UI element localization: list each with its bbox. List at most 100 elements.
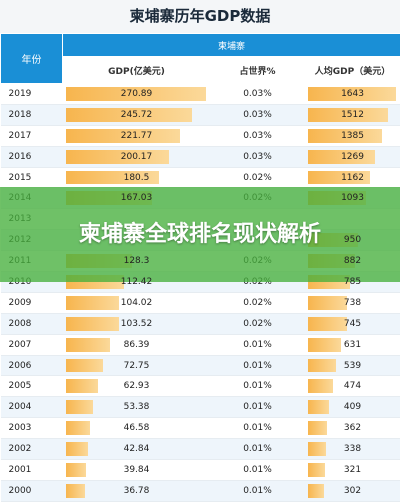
per-capita-cell: 1385 [305, 125, 400, 146]
page-title: 柬埔寨历年GDP数据 [0, 0, 400, 33]
per-capita-cell: 1162 [305, 167, 400, 188]
gdp-cell: 180.5 [63, 167, 211, 188]
gdp-value: 104.02 [63, 298, 211, 308]
gdp-cell: 245.72 [63, 104, 211, 125]
gdp-value: 62.93 [63, 381, 211, 391]
per-capita-cell: 745 [305, 313, 400, 334]
year-cell: 2005 [1, 376, 63, 397]
share-cell: 0.01% [211, 397, 305, 418]
per-capita-value: 474 [305, 381, 400, 391]
per-capita-value: 539 [305, 361, 400, 371]
per-capita-value: 1162 [305, 173, 400, 183]
gdp-cell: 36.78 [63, 480, 211, 501]
year-column-header: 年份 [1, 34, 63, 84]
year-cell: 2000 [1, 480, 63, 501]
gdp-value: 200.17 [63, 152, 211, 162]
year-cell: 2004 [1, 397, 63, 418]
gdp-cell: 221.77 [63, 125, 211, 146]
year-cell: 2009 [1, 292, 63, 313]
gdp-value: 180.5 [63, 173, 211, 183]
gdp-value: 53.38 [63, 402, 211, 412]
gdp-value: 86.39 [63, 340, 211, 350]
gdp-column-header: GDP(亿美元) [63, 57, 211, 84]
share-cell: 0.01% [211, 480, 305, 501]
gdp-cell: 53.38 [63, 397, 211, 418]
year-cell: 2003 [1, 418, 63, 439]
year-cell: 2017 [1, 125, 63, 146]
year-cell: 2002 [1, 439, 63, 460]
per-capita-value: 631 [305, 340, 400, 350]
per-capita-value: 302 [305, 486, 400, 496]
share-cell: 0.01% [211, 334, 305, 355]
per-capita-cell: 338 [305, 439, 400, 460]
per-capita-value: 1269 [305, 152, 400, 162]
per-capita-value: 950 [305, 235, 400, 245]
gdp-value: 112.42 [63, 277, 211, 287]
per-capita-cell: 1643 [305, 84, 400, 105]
per-capita-value: 362 [305, 423, 400, 433]
gdp-cell: 46.58 [63, 418, 211, 439]
year-cell: 2006 [1, 355, 63, 376]
per-capita-column-header: 人均GDP（美元） [305, 57, 400, 84]
share-cell: 0.02% [211, 313, 305, 334]
share-cell: 0.01% [211, 418, 305, 439]
per-capita-cell: 362 [305, 418, 400, 439]
per-capita-value: 1385 [305, 131, 400, 141]
year-cell: 2015 [1, 167, 63, 188]
per-capita-value: 745 [305, 319, 400, 329]
gdp-value: 167.03 [63, 193, 211, 203]
share-cell: 0.03% [211, 84, 305, 105]
gdp-value: 72.75 [63, 361, 211, 371]
share-cell: 0.02% [211, 292, 305, 313]
per-capita-value: 738 [305, 298, 400, 308]
share-cell: 0.02% [211, 167, 305, 188]
per-capita-value: 785 [305, 277, 400, 287]
year-cell: 2008 [1, 313, 63, 334]
gdp-value: 270.89 [63, 89, 211, 99]
country-header: 柬埔寨 [63, 34, 400, 57]
gdp-value: 103.52 [63, 319, 211, 329]
share-cell: 0.03% [211, 146, 305, 167]
per-capita-value: 1093 [305, 193, 400, 203]
gdp-value: 221.77 [63, 131, 211, 141]
share-cell: 0.01% [211, 355, 305, 376]
year-cell: 2019 [1, 84, 63, 105]
per-capita-cell: 474 [305, 376, 400, 397]
gdp-value: 46.58 [63, 423, 211, 433]
per-capita-cell: 1512 [305, 104, 400, 125]
per-capita-cell: 539 [305, 355, 400, 376]
gdp-value: 42.84 [63, 444, 211, 454]
gdp-cell: 104.02 [63, 292, 211, 313]
gdp-value: 36.78 [63, 486, 211, 496]
year-cell: 2018 [1, 104, 63, 125]
per-capita-value: 882 [305, 256, 400, 266]
per-capita-cell: 738 [305, 292, 400, 313]
gdp-cell: 42.84 [63, 439, 211, 460]
share-cell: 0.01% [211, 376, 305, 397]
per-capita-value: 1512 [305, 110, 400, 120]
year-cell: 2016 [1, 146, 63, 167]
gdp-cell: 270.89 [63, 84, 211, 105]
gdp-value: 245.72 [63, 110, 211, 120]
gdp-cell: 62.93 [63, 376, 211, 397]
share-column-header: 占世界% [211, 57, 305, 84]
share-cell: 0.01% [211, 439, 305, 460]
per-capita-cell: 409 [305, 397, 400, 418]
gdp-cell: 72.75 [63, 355, 211, 376]
per-capita-cell: 1269 [305, 146, 400, 167]
per-capita-value: 338 [305, 444, 400, 454]
per-capita-cell: 631 [305, 334, 400, 355]
